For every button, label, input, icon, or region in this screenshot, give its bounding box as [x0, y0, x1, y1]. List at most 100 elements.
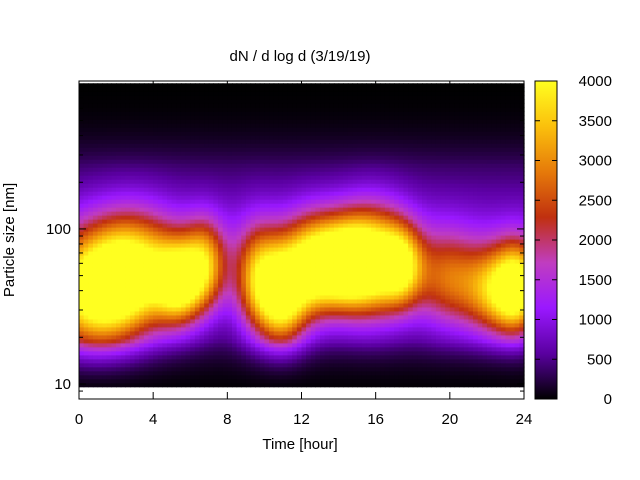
- heatmap-cell: [329, 107, 335, 112]
- heatmap-cell: [111, 258, 117, 264]
- heatmap-cell: [269, 354, 275, 360]
- heatmap-cell: [366, 99, 372, 104]
- heatmap-cell: [79, 211, 85, 216]
- heatmap-cell: [83, 326, 89, 332]
- heatmap-cell: [269, 211, 275, 216]
- heatmap-cell: [292, 266, 298, 272]
- heatmap-cell: [97, 147, 103, 152]
- heatmap-cell: [264, 274, 270, 280]
- heatmap-cell: [264, 87, 270, 92]
- heatmap-cell: [371, 151, 377, 156]
- heatmap-cell: [227, 231, 233, 236]
- heatmap-cell: [333, 270, 340, 276]
- heatmap-cell: [306, 155, 312, 160]
- heatmap-cell: [167, 123, 173, 128]
- heatmap-cell: [329, 246, 335, 252]
- heatmap-cell: [227, 83, 233, 88]
- heatmap-cell: [79, 127, 85, 132]
- heatmap-cell: [301, 231, 307, 236]
- heatmap-cell: [148, 155, 154, 160]
- heatmap-cell: [97, 262, 103, 268]
- heatmap-cell: [269, 143, 275, 148]
- heatmap-cell: [208, 310, 215, 316]
- heatmap-cell: [236, 346, 242, 352]
- heatmap-cell: [287, 191, 293, 196]
- heatmap-cell: [190, 246, 196, 252]
- heatmap-cell: [139, 91, 145, 96]
- heatmap-cell: [320, 231, 326, 236]
- heatmap-cell: [338, 254, 344, 260]
- heatmap-cell: [231, 235, 238, 240]
- heatmap-cell: [245, 111, 252, 116]
- heatmap-cell: [102, 366, 108, 372]
- heatmap-cell: [227, 199, 233, 204]
- heatmap-cell: [213, 270, 219, 276]
- heatmap-cell: [292, 187, 298, 192]
- heatmap-cell: [106, 143, 113, 148]
- heatmap-cell: [120, 286, 126, 292]
- heatmap-cell: [324, 346, 330, 352]
- heatmap-cell: [125, 338, 131, 344]
- heatmap-cell: [180, 370, 187, 376]
- heatmap-cell: [292, 163, 298, 168]
- heatmap-cell: [157, 203, 164, 208]
- heatmap-cell: [333, 262, 340, 268]
- heatmap-cell: [352, 338, 358, 344]
- heatmap-cell: [162, 107, 168, 112]
- heatmap-cell: [180, 239, 187, 244]
- heatmap-cell: [278, 354, 284, 360]
- heatmap-cell: [347, 330, 354, 336]
- heatmap-cell: [310, 322, 317, 328]
- heatmap-cell: [278, 262, 284, 268]
- heatmap-cell: [88, 123, 94, 128]
- heatmap-cell: [310, 83, 317, 88]
- heatmap-cell: [292, 342, 298, 348]
- heatmap-cell: [352, 223, 358, 228]
- heatmap-cell: [287, 286, 293, 292]
- heatmap-cell: [227, 302, 233, 308]
- heatmap-cell: [259, 155, 266, 160]
- heatmap-cell: [125, 362, 131, 368]
- heatmap-cell: [236, 203, 242, 208]
- heatmap-cell: [320, 346, 326, 352]
- heatmap-cell: [245, 203, 252, 208]
- heatmap-cell: [92, 318, 99, 324]
- heatmap-cell: [255, 382, 261, 388]
- heatmap-cell: [129, 99, 136, 104]
- heatmap-cell: [301, 175, 307, 180]
- heatmap-cell: [278, 83, 284, 88]
- heatmap-cell: [264, 167, 270, 172]
- heatmap-cell: [199, 266, 205, 272]
- heatmap-cell: [315, 215, 321, 220]
- heatmap-cell: [231, 342, 238, 348]
- heatmap-cell: [190, 91, 196, 96]
- heatmap-cell: [310, 318, 317, 324]
- heatmap-cell: [287, 127, 293, 132]
- heatmap-cell: [120, 139, 126, 144]
- heatmap-cell: [79, 239, 85, 244]
- heatmap-cell: [269, 207, 275, 212]
- heatmap-cell: [208, 115, 215, 120]
- heatmap-cell: [361, 338, 367, 344]
- heatmap-cell: [301, 286, 307, 292]
- heatmap-cell: [361, 350, 367, 356]
- heatmap-cell: [139, 254, 145, 260]
- heatmap-cell: [92, 147, 99, 152]
- heatmap-cell: [143, 298, 150, 304]
- heatmap-cell: [222, 83, 228, 88]
- heatmap-cell: [236, 83, 242, 88]
- heatmap-cell: [92, 310, 99, 316]
- heatmap-cell: [185, 310, 191, 316]
- heatmap-cell: [375, 314, 381, 320]
- heatmap-cell: [333, 239, 340, 244]
- heatmap-cell: [278, 350, 284, 356]
- heatmap-cell: [167, 155, 173, 160]
- heatmap-cell: [320, 95, 326, 100]
- heatmap-cell: [88, 175, 94, 180]
- heatmap-cell: [199, 338, 205, 344]
- heatmap-cell: [180, 159, 187, 164]
- heatmap-cell: [222, 294, 228, 300]
- heatmap-cell: [180, 143, 187, 148]
- heatmap-cell: [120, 227, 126, 232]
- heatmap-cell: [273, 163, 279, 168]
